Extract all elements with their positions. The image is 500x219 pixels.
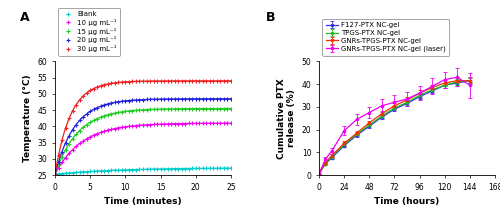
Text: B: B [266,11,276,25]
30 μg mL⁻¹ [228,79,234,82]
30 μg mL⁻¹ [90,87,96,90]
Text: A: A [20,11,30,25]
15 μg mL⁻¹ [52,173,58,176]
20 μg mL⁻¹ [105,103,111,105]
10 μg mL⁻¹ [224,122,230,125]
Blank [178,167,184,170]
20 μg mL⁻¹ [224,97,230,100]
15 μg mL⁻¹ [224,107,230,110]
15 μg mL⁻¹ [90,119,96,122]
10 μg mL⁻¹ [108,128,114,131]
Blank [228,167,234,170]
Legend: Blank, 10 μg mL⁻¹, 15 μg mL⁻¹, 20 μg mL⁻¹, 30 μg mL⁻¹: Blank, 10 μg mL⁻¹, 15 μg mL⁻¹, 20 μg mL⁻… [58,8,120,56]
10 μg mL⁻¹ [168,122,174,125]
Blank [168,168,174,170]
15 μg mL⁻¹ [178,108,184,110]
15 μg mL⁻¹ [108,113,114,115]
Blank [52,173,58,176]
20 μg mL⁻¹ [52,173,58,176]
15 μg mL⁻¹ [228,107,234,110]
Y-axis label: Cumulative PTX
release (%): Cumulative PTX release (%) [276,78,296,159]
Y-axis label: Temperature (°C): Temperature (°C) [23,74,32,162]
20 μg mL⁻¹ [90,108,96,111]
Line: 30 μg mL⁻¹: 30 μg mL⁻¹ [53,79,233,176]
10 μg mL⁻¹ [105,129,111,132]
Line: 10 μg mL⁻¹: 10 μg mL⁻¹ [53,121,233,176]
30 μg mL⁻¹ [52,173,58,176]
Blank [105,169,111,172]
10 μg mL⁻¹ [178,122,184,125]
20 μg mL⁻¹ [178,97,184,100]
10 μg mL⁻¹ [52,173,58,176]
15 μg mL⁻¹ [105,113,111,116]
30 μg mL⁻¹ [178,79,184,82]
Blank [90,170,96,173]
X-axis label: Time (minutes): Time (minutes) [104,197,182,206]
10 μg mL⁻¹ [228,122,234,125]
30 μg mL⁻¹ [108,82,114,85]
30 μg mL⁻¹ [224,79,230,82]
30 μg mL⁻¹ [105,83,111,85]
30 μg mL⁻¹ [168,79,174,82]
Line: 20 μg mL⁻¹: 20 μg mL⁻¹ [53,97,233,176]
X-axis label: Time (hours): Time (hours) [374,197,440,206]
10 μg mL⁻¹ [90,134,96,136]
20 μg mL⁻¹ [228,97,234,100]
Legend: F127-PTX NC-gel, TPGS-PTX NC-gel, GNRs-TPGS-PTX NC-gel, GNRs-TPGS-PTX NC-gel (la: F127-PTX NC-gel, TPGS-PTX NC-gel, GNRs-T… [322,19,450,56]
Blank [108,169,114,172]
Blank [224,167,230,170]
Line: 15 μg mL⁻¹: 15 μg mL⁻¹ [53,107,233,176]
Line: Blank: Blank [53,166,233,176]
15 μg mL⁻¹ [168,108,174,110]
20 μg mL⁻¹ [108,102,114,104]
20 μg mL⁻¹ [168,98,174,100]
